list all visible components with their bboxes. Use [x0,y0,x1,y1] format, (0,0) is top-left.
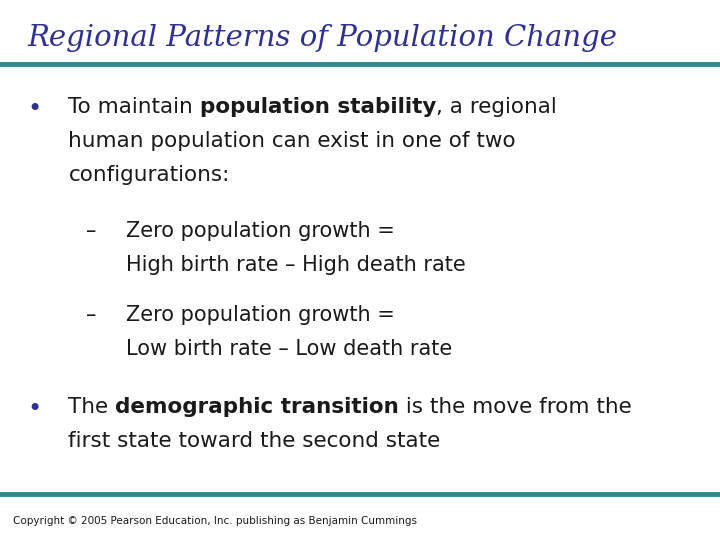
Text: Zero population growth =: Zero population growth = [126,305,395,325]
Text: Regional Patterns of Population Change: Regional Patterns of Population Change [27,24,617,52]
Text: –: – [86,221,96,241]
Text: •: • [27,97,42,121]
Text: human population can exist in one of two: human population can exist in one of two [68,131,516,151]
Text: is the move from the: is the move from the [399,397,632,417]
Text: High birth rate – High death rate: High birth rate – High death rate [126,255,466,275]
Text: Copyright © 2005 Pearson Education, Inc. publishing as Benjamin Cummings: Copyright © 2005 Pearson Education, Inc.… [13,516,417,526]
Text: The: The [68,397,115,417]
Text: To maintain: To maintain [68,97,200,117]
Text: first state toward the second state: first state toward the second state [68,431,441,451]
Text: population stability: population stability [200,97,436,117]
Text: demographic transition: demographic transition [115,397,399,417]
Text: –: – [86,305,96,325]
Text: Zero population growth =: Zero population growth = [126,221,395,241]
Text: •: • [27,397,42,421]
Text: , a regional: , a regional [436,97,557,117]
Text: configurations:: configurations: [68,165,230,185]
Text: Low birth rate – Low death rate: Low birth rate – Low death rate [126,339,452,359]
